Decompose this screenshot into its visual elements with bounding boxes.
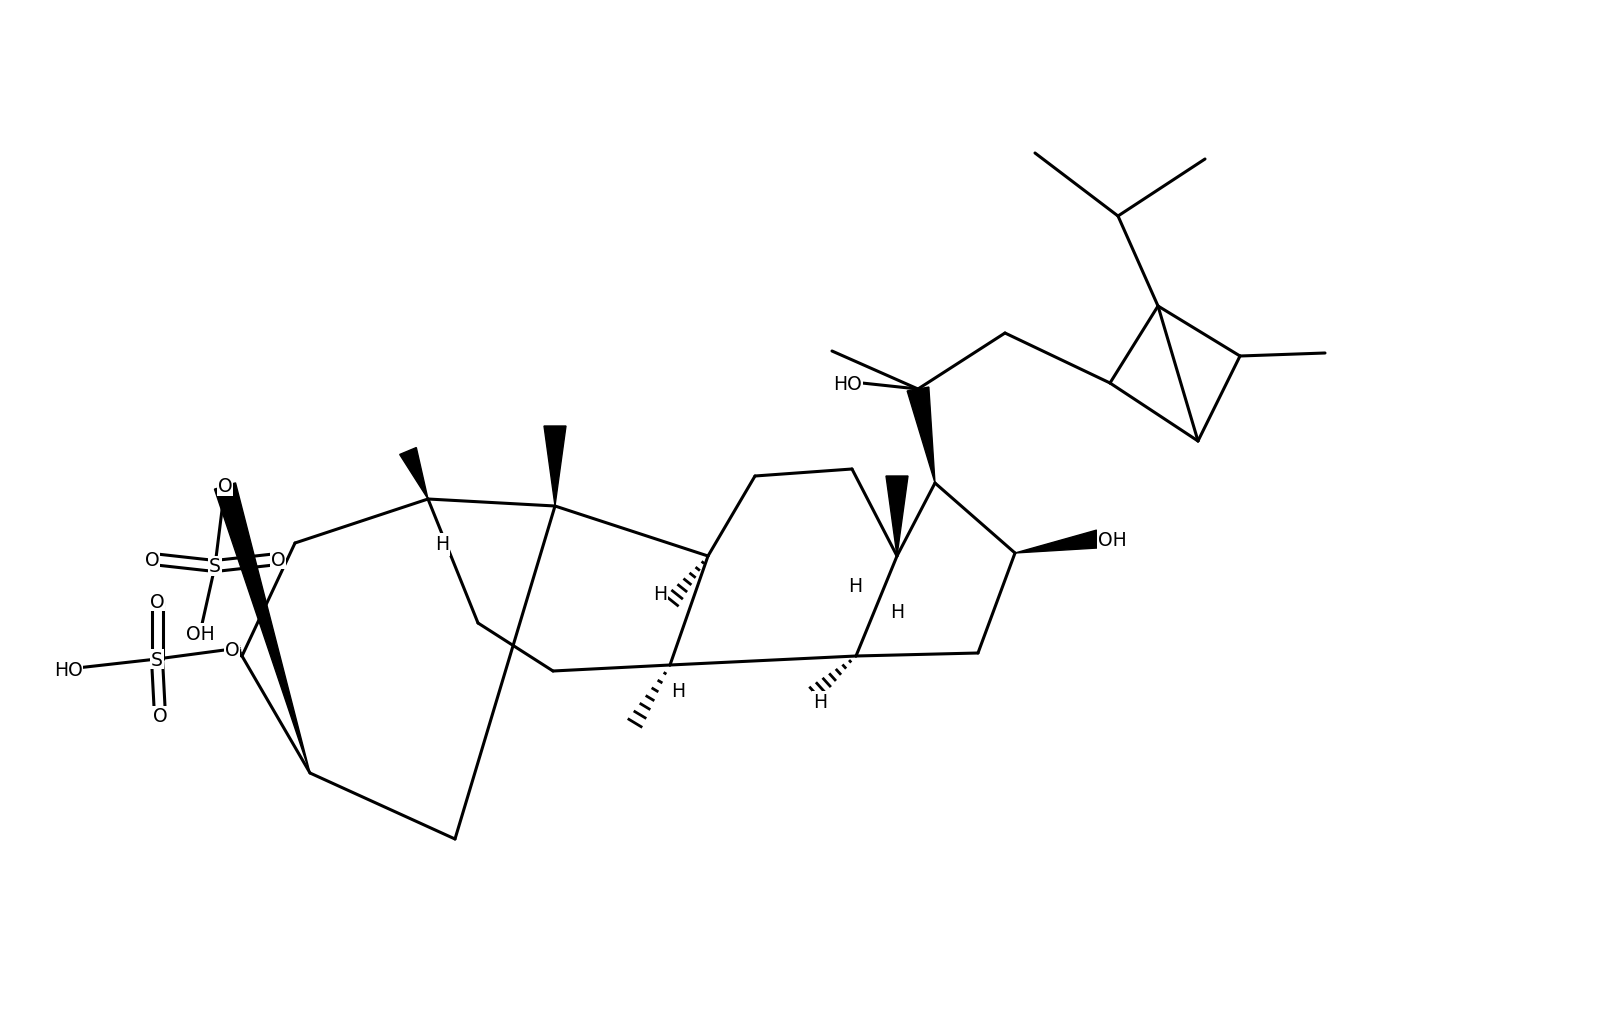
- Text: H: H: [890, 602, 904, 621]
- Text: O: O: [218, 477, 232, 496]
- Text: O: O: [271, 550, 285, 569]
- Text: H: H: [435, 534, 450, 553]
- Text: H: H: [435, 537, 450, 556]
- Text: O: O: [153, 707, 168, 726]
- Text: H: H: [848, 577, 862, 595]
- Polygon shape: [400, 448, 429, 499]
- Text: O: O: [150, 591, 164, 611]
- Polygon shape: [887, 476, 908, 556]
- Text: H: H: [667, 683, 682, 703]
- Polygon shape: [543, 427, 566, 507]
- Text: S: S: [210, 557, 221, 576]
- Text: OH: OH: [185, 624, 214, 643]
- Text: OH: OH: [1098, 530, 1127, 549]
- Text: H: H: [671, 681, 685, 701]
- Text: H: H: [650, 587, 664, 606]
- Text: O: O: [145, 550, 160, 569]
- Text: HO: HO: [833, 374, 862, 393]
- Text: O: O: [224, 640, 239, 659]
- Text: H: H: [812, 692, 827, 711]
- Text: H: H: [653, 584, 667, 603]
- Text: S: S: [152, 650, 163, 669]
- Polygon shape: [1016, 531, 1099, 553]
- Polygon shape: [908, 387, 935, 483]
- Text: HO: HO: [53, 660, 82, 678]
- Text: H: H: [812, 694, 827, 713]
- Polygon shape: [214, 483, 310, 773]
